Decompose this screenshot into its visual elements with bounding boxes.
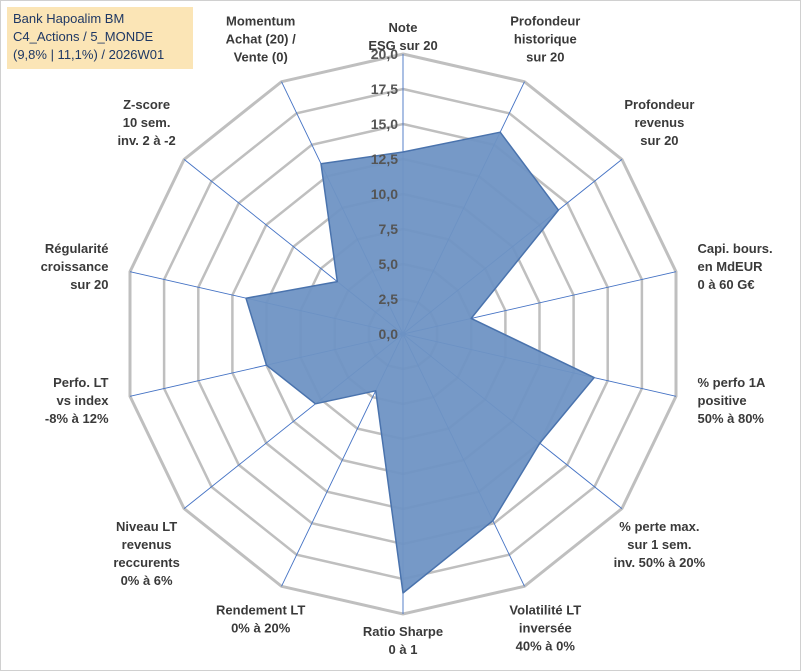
axis-label-0-line-1: ESG sur 20 — [368, 38, 437, 53]
tick-label-0: 0,0 — [379, 326, 399, 342]
axis-label-9-line-1: revenus — [122, 537, 172, 552]
axis-label-3-line-1: en MdEUR — [698, 259, 764, 274]
axis-label-9-line-3: 0% à 6% — [121, 573, 173, 588]
axis-label-1-line-2: sur 20 — [526, 50, 564, 65]
axis-label-3-line-0: Capi. bours. — [698, 241, 773, 256]
axis-label-12-line-1: 10 sem. — [123, 115, 171, 130]
radar-axis-labels: Note ESG sur 20 Profondeur historique sur 20… — [41, 14, 773, 657]
axis-label-9-line-2: reccurents — [113, 555, 179, 570]
axis-label-2-line-0: Profondeur — [624, 97, 694, 112]
axis-label-2-line-2: sur 20 — [640, 133, 678, 148]
axis-label-5-line-1: sur 1 sem. — [627, 537, 691, 552]
axis-label-11-line-1: croissance — [41, 259, 109, 274]
axis-label-6-line-1: inversée — [519, 620, 572, 635]
data-series-polygon — [245, 131, 595, 594]
axis-label-13-line-2: Vente (0) — [234, 50, 288, 65]
axis-label-6-line-0: Volatilité LT — [509, 602, 581, 617]
axis-label-1-line-1: historique — [514, 32, 577, 47]
axis-label-12-line-2: inv. 2 à -2 — [117, 133, 175, 148]
axis-label-10-line-0: Perfo. LT — [53, 375, 108, 390]
axis-label-10-line-2: -8% à 12% — [45, 411, 109, 426]
axis-label-9-line-0: Niveau LT — [116, 519, 177, 534]
axis-label-12-line-0: Z-score — [123, 97, 170, 112]
axis-label-8-line-0: Rendement LT — [216, 602, 305, 617]
radar-tick-labels: 0,0 2,5 5,0 7,5 10,0 12,5 15,0 17,5 20,0 — [371, 46, 398, 342]
chart-title-line-1: Bank Hapoalim BM — [13, 11, 125, 26]
chart-title-box: Bank Hapoalim BM C4_Actions / 5_MONDE (9… — [7, 7, 193, 69]
axis-label-4-line-1: positive — [698, 393, 747, 408]
axis-label-7-line-1: 0 à 1 — [389, 642, 418, 657]
tick-label-5: 12,5 — [371, 151, 398, 167]
chart-title-line-2: C4_Actions / 5_MONDE — [13, 29, 154, 44]
axis-label-13-line-1: Achat (20) / — [226, 32, 296, 47]
tick-label-1: 2,5 — [379, 291, 399, 307]
tick-label-3: 7,5 — [379, 221, 399, 237]
axis-label-8-line-1: 0% à 20% — [231, 620, 291, 635]
axis-label-2-line-1: revenus — [634, 115, 684, 130]
axis-label-10-line-1: vs index — [56, 393, 109, 408]
tick-label-4: 10,0 — [371, 186, 398, 202]
axis-label-3-line-2: 0 à 60 G€ — [698, 277, 755, 292]
axis-label-11-line-2: sur 20 — [70, 277, 108, 292]
axis-label-4-line-2: 50% à 80% — [698, 411, 765, 426]
axis-label-6-line-2: 40% à 0% — [516, 638, 576, 653]
axis-label-13-line-0: Momentum — [226, 14, 295, 29]
axis-label-4-line-0: % perfo 1A — [698, 375, 767, 390]
axis-label-11-line-0: Régularité — [45, 241, 109, 256]
tick-label-7: 17,5 — [371, 81, 398, 97]
chart-title-line-3: (9,8% | 11,1%) / 2026W01 — [13, 47, 165, 62]
axis-label-1-line-0: Profondeur — [510, 14, 580, 29]
tick-label-2: 5,0 — [379, 256, 399, 272]
tick-label-6: 15,0 — [371, 116, 398, 132]
tick-label-8: 20,0 — [371, 46, 398, 62]
axis-label-5-line-2: inv. 50% à 20% — [614, 555, 706, 570]
axis-label-7-line-0: Ratio Sharpe — [363, 624, 443, 639]
axis-label-0-line-0: Note — [389, 20, 418, 35]
axis-label-5-line-0: % perte max. — [619, 519, 699, 534]
